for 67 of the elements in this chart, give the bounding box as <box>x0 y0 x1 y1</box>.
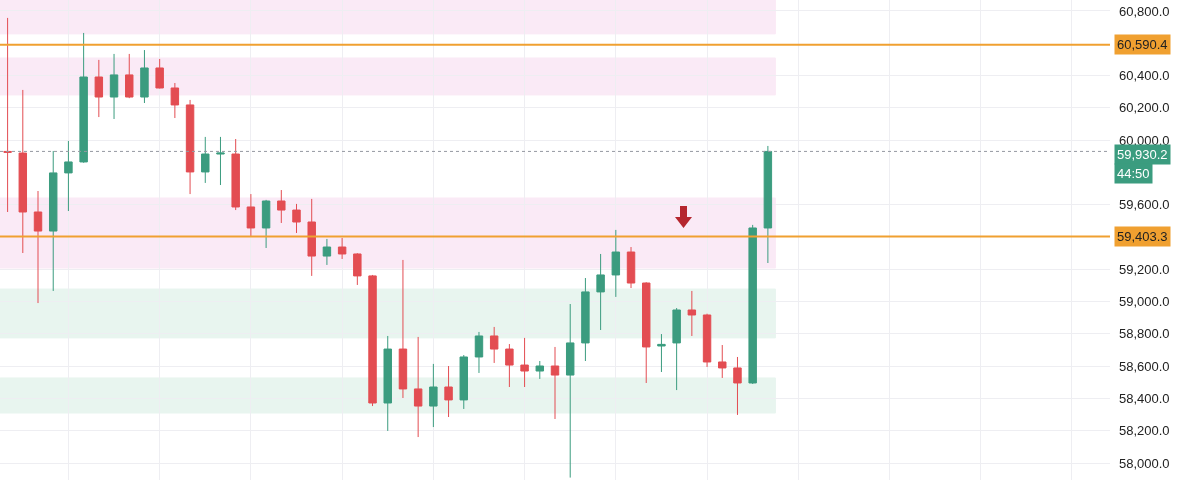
candlestick <box>565 303 575 479</box>
candlestick <box>550 346 560 420</box>
candlestick <box>18 89 28 254</box>
candlestick <box>109 53 119 120</box>
candlestick <box>718 344 727 379</box>
y-tick-label: 58,800.0 <box>1119 326 1170 342</box>
candlestick <box>368 274 377 407</box>
candlestick <box>277 189 286 224</box>
candlestick <box>596 253 605 331</box>
candlestick <box>520 337 529 388</box>
candlestick <box>383 335 392 432</box>
candlestick <box>535 360 545 380</box>
candlestick <box>489 326 499 364</box>
candlestick <box>246 193 256 238</box>
y-tick-label: 60,000.0 <box>1119 132 1170 148</box>
candlestick <box>413 336 423 438</box>
y-tick-label: 60,400.0 <box>1119 68 1170 84</box>
candlestick <box>474 331 484 374</box>
y-tick-label: 58,400.0 <box>1119 391 1170 407</box>
candlestick <box>94 59 104 118</box>
candlestick <box>672 307 681 391</box>
y-tick-label: 60,800.0 <box>1119 3 1170 19</box>
y-tick-label: 58,000.0 <box>1119 455 1170 471</box>
candlestick <box>657 333 666 373</box>
y-tick-label: 59,200.0 <box>1119 261 1170 277</box>
candlestick <box>581 277 590 362</box>
y-tick-label: 58,600.0 <box>1119 358 1170 374</box>
candlestick <box>748 224 757 385</box>
candlestick <box>201 136 210 184</box>
candlestick <box>3 17 12 213</box>
candlestick <box>170 82 180 119</box>
candlestick <box>611 229 621 298</box>
candlestick <box>733 356 742 416</box>
candlestick <box>459 354 468 410</box>
y-tick-label: 59,000.0 <box>1119 294 1170 310</box>
candlestick <box>353 252 362 286</box>
candlestick <box>702 313 712 368</box>
candlestick <box>155 58 164 89</box>
y-tick-label: 60,200.0 <box>1119 100 1170 116</box>
candlestick <box>140 49 149 104</box>
candlestick <box>642 281 651 384</box>
y-tick-label: 58,200.0 <box>1119 423 1170 439</box>
candlestick <box>429 363 438 428</box>
ref-line-label: 59,403.3 <box>1117 229 1168 244</box>
candlestick <box>48 150 58 292</box>
candlestick <box>505 343 514 388</box>
candlestick <box>337 237 347 260</box>
candlestick <box>292 203 301 234</box>
candlestick <box>322 238 332 266</box>
candlestick <box>125 53 134 99</box>
candlestick <box>626 246 636 289</box>
candlestick <box>79 32 88 164</box>
text: 44:50 <box>1117 166 1150 181</box>
candlestick <box>444 365 453 418</box>
ref-line-label: 60,590.4 <box>1117 37 1168 52</box>
candlestick <box>185 99 195 195</box>
candlestick <box>687 290 697 337</box>
y-tick-label: 59,600.0 <box>1119 197 1170 213</box>
candlestick <box>64 140 73 212</box>
candlestick <box>231 138 240 211</box>
candlestick <box>216 136 225 186</box>
candlestick <box>307 198 316 277</box>
candlestick <box>763 145 773 264</box>
candlestick <box>33 190 43 304</box>
candlestick <box>261 199 271 249</box>
candlestick <box>398 259 408 399</box>
ref-line-label: 59,930.2 <box>1117 147 1168 162</box>
